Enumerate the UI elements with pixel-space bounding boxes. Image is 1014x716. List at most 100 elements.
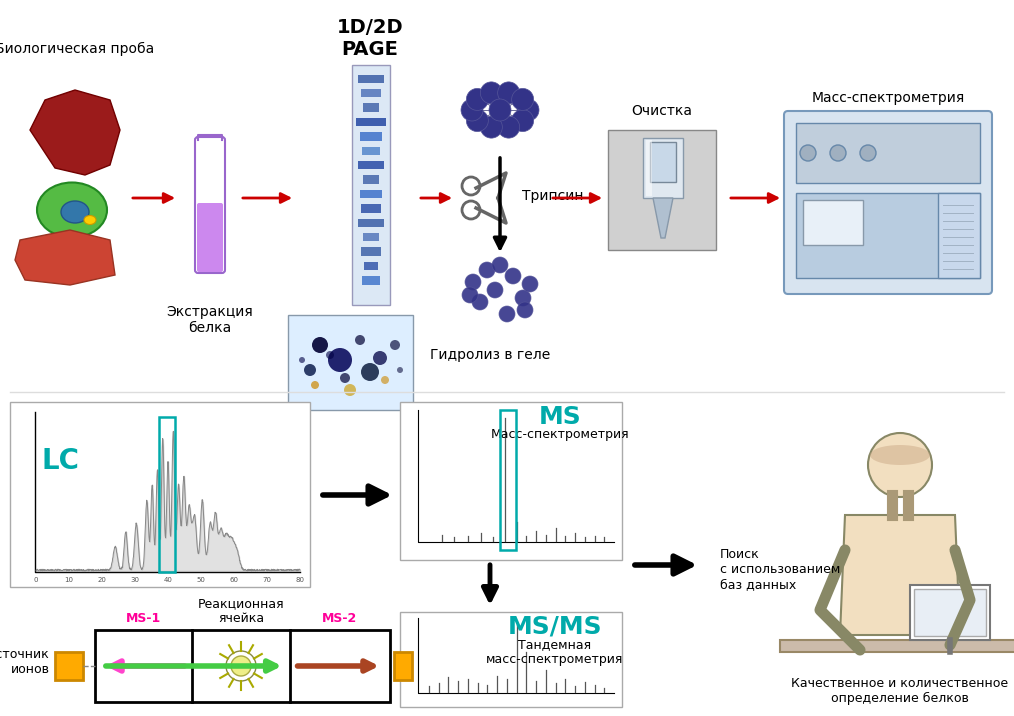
Bar bbox=[10, 402, 310, 587]
Bar bbox=[362, 276, 380, 284]
Text: 30: 30 bbox=[131, 577, 140, 583]
Circle shape bbox=[492, 257, 508, 273]
Circle shape bbox=[462, 201, 480, 219]
Circle shape bbox=[868, 433, 932, 497]
Text: Очистка: Очистка bbox=[632, 104, 693, 118]
Circle shape bbox=[299, 357, 305, 363]
Text: Тандемная
масс-спектрометрия: Тандемная масс-спектрометрия bbox=[487, 638, 624, 666]
Bar bbox=[500, 410, 515, 550]
Circle shape bbox=[465, 274, 481, 290]
Text: 0: 0 bbox=[33, 577, 39, 583]
Text: Реакционная
ячейка: Реакционная ячейка bbox=[198, 597, 284, 625]
Polygon shape bbox=[30, 90, 120, 175]
Circle shape bbox=[830, 145, 846, 161]
Text: Масс-спектрометрия: Масс-спектрометрия bbox=[811, 91, 964, 105]
Circle shape bbox=[340, 373, 350, 383]
Circle shape bbox=[479, 262, 495, 278]
Circle shape bbox=[312, 337, 328, 353]
Bar bbox=[357, 118, 385, 126]
Ellipse shape bbox=[37, 183, 107, 238]
Bar bbox=[360, 190, 382, 198]
Text: MS/MS: MS/MS bbox=[508, 614, 602, 638]
Circle shape bbox=[381, 376, 389, 384]
Bar bbox=[363, 103, 379, 112]
Circle shape bbox=[499, 306, 515, 322]
Text: Поиск
с использованием
баз данных: Поиск с использованием баз данных bbox=[720, 548, 841, 591]
Polygon shape bbox=[840, 515, 960, 635]
Circle shape bbox=[800, 145, 816, 161]
Circle shape bbox=[344, 384, 356, 396]
Circle shape bbox=[304, 364, 316, 376]
Circle shape bbox=[487, 282, 503, 298]
Circle shape bbox=[311, 381, 319, 389]
Text: LC: LC bbox=[41, 447, 79, 475]
Bar bbox=[910, 585, 990, 640]
Bar bbox=[363, 233, 379, 241]
Bar bbox=[646, 140, 652, 196]
Bar bbox=[358, 218, 384, 227]
Circle shape bbox=[466, 110, 489, 132]
Bar bbox=[803, 200, 863, 245]
Bar bbox=[400, 402, 622, 560]
Text: 10: 10 bbox=[65, 577, 73, 583]
Bar bbox=[608, 130, 716, 250]
Text: 60: 60 bbox=[229, 577, 238, 583]
Text: Гидролиз в геле: Гидролиз в геле bbox=[430, 348, 551, 362]
Polygon shape bbox=[653, 198, 673, 238]
Circle shape bbox=[517, 99, 539, 121]
Bar bbox=[352, 65, 390, 305]
Bar bbox=[938, 193, 980, 278]
Text: Источник
ионов: Источник ионов bbox=[0, 648, 50, 676]
Circle shape bbox=[505, 268, 521, 284]
Text: Биологическая проба: Биологическая проба bbox=[0, 42, 154, 56]
Circle shape bbox=[498, 82, 519, 104]
Circle shape bbox=[489, 99, 511, 121]
Text: Трипсин: Трипсин bbox=[522, 189, 583, 203]
FancyBboxPatch shape bbox=[197, 203, 223, 272]
Circle shape bbox=[328, 348, 352, 372]
Bar bbox=[914, 589, 986, 636]
Text: MS-1: MS-1 bbox=[126, 612, 161, 625]
Text: 1D/2D
PAGE: 1D/2D PAGE bbox=[337, 18, 404, 59]
Text: 80: 80 bbox=[295, 577, 304, 583]
Bar bbox=[288, 315, 413, 410]
Circle shape bbox=[512, 110, 533, 132]
Bar bbox=[650, 142, 676, 182]
Text: MS-2: MS-2 bbox=[322, 612, 358, 625]
Bar bbox=[159, 417, 175, 572]
Circle shape bbox=[860, 145, 876, 161]
FancyBboxPatch shape bbox=[784, 111, 992, 294]
Circle shape bbox=[355, 335, 365, 345]
Bar bbox=[362, 147, 380, 155]
Circle shape bbox=[481, 116, 502, 138]
Circle shape bbox=[481, 82, 502, 104]
Circle shape bbox=[522, 276, 538, 292]
Circle shape bbox=[466, 88, 489, 110]
Bar bbox=[360, 132, 382, 140]
Text: 70: 70 bbox=[263, 577, 272, 583]
Bar bbox=[364, 262, 378, 270]
Bar bbox=[363, 175, 379, 184]
Bar bbox=[361, 248, 381, 256]
Bar bbox=[95, 630, 390, 702]
Ellipse shape bbox=[84, 216, 96, 225]
Circle shape bbox=[461, 99, 483, 121]
Bar bbox=[796, 193, 980, 278]
Circle shape bbox=[512, 88, 533, 110]
Polygon shape bbox=[15, 230, 115, 285]
Bar bbox=[394, 652, 412, 680]
Bar bbox=[400, 612, 622, 707]
Text: Качественное и количественное
определение белков: Качественное и количественное определени… bbox=[792, 677, 1009, 705]
Text: Масс-спектрометрия: Масс-спектрометрия bbox=[491, 428, 630, 441]
Text: Экстракция
белка: Экстракция белка bbox=[166, 305, 254, 335]
Circle shape bbox=[325, 351, 334, 359]
Bar bbox=[55, 652, 83, 680]
Bar bbox=[643, 138, 683, 198]
Circle shape bbox=[231, 656, 251, 676]
Circle shape bbox=[515, 290, 531, 306]
Circle shape bbox=[462, 177, 480, 195]
Bar bbox=[796, 123, 980, 183]
Circle shape bbox=[462, 287, 478, 303]
Circle shape bbox=[472, 294, 488, 310]
Circle shape bbox=[226, 651, 256, 681]
